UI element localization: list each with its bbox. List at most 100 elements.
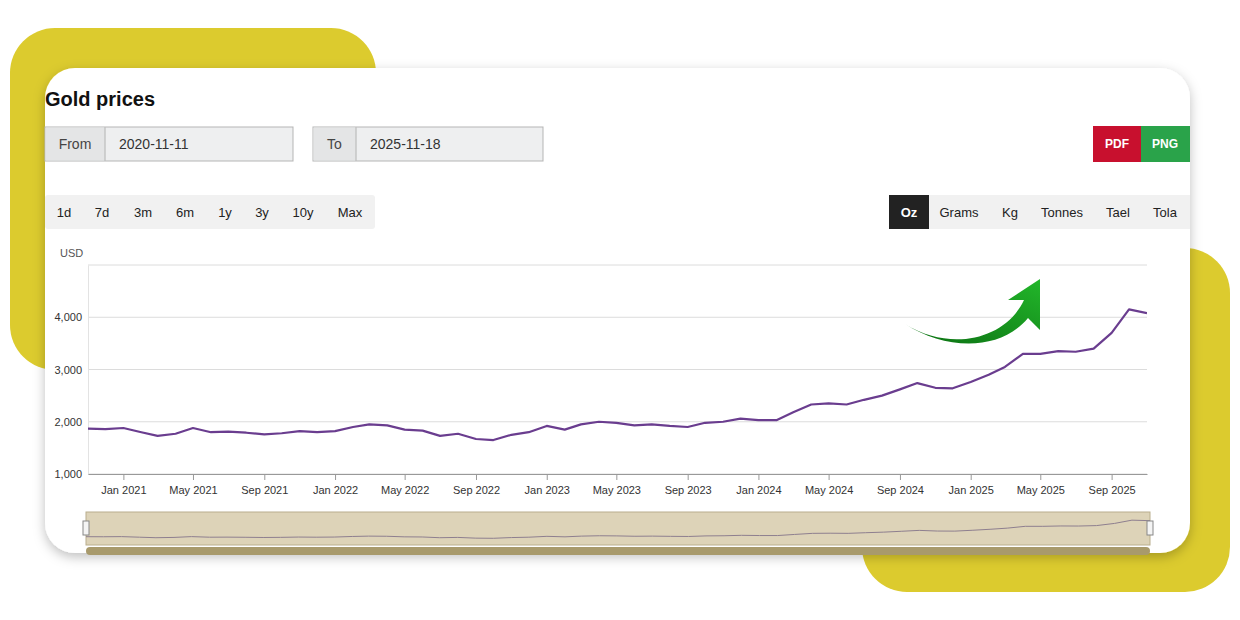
- export-label[interactable]: PNG: [1152, 137, 1178, 151]
- input-label-cell: [46, 128, 106, 161]
- tick-mark: [405, 474, 406, 480]
- tick-label: 3,000: [54, 364, 82, 376]
- card: [45, 68, 1190, 553]
- input-value[interactable]: 2025-11-18: [370, 136, 441, 152]
- tick: 4,000: [54, 311, 88, 323]
- tick: Sep 2023: [665, 474, 712, 496]
- unit-bar: [889, 195, 1190, 229]
- range-button[interactable]: 1d: [57, 205, 71, 220]
- tick-label: Sep 2025: [1089, 484, 1136, 496]
- tick: May 2022: [381, 474, 429, 496]
- tick-label: May 2025: [1017, 484, 1065, 496]
- tick-mark: [758, 474, 759, 480]
- tick-label: 4,000: [54, 311, 82, 323]
- unit-button[interactable]: Tola: [1153, 205, 1178, 220]
- tick-label: Jan 2022: [313, 484, 358, 496]
- x-axis: Jan 2021 May 2021 Sep 2021 Jan 2022 May 2022…: [89, 474, 1148, 496]
- date-input[interactable]: From 2020-11-11: [45, 127, 293, 161]
- tick-mark: [900, 474, 901, 480]
- tick: May 2025: [1017, 474, 1065, 496]
- trend-arrow: [905, 279, 1040, 344]
- tick: Jan 2025: [949, 474, 994, 496]
- range-button[interactable]: 3y: [255, 205, 269, 220]
- input-label: To: [327, 136, 342, 152]
- tick-label: Sep 2021: [241, 484, 288, 496]
- tick-label: Jan 2021: [101, 484, 146, 496]
- range-button[interactable]: 6m: [176, 205, 194, 220]
- tick: Jan 2022: [313, 474, 358, 496]
- tick: 1,000: [54, 468, 88, 480]
- tick: 2,000: [54, 416, 88, 428]
- tick-label: Sep 2023: [665, 484, 712, 496]
- tick-label: May 2024: [805, 484, 853, 496]
- navigator[interactable]: [86, 512, 1150, 545]
- range-bar: [45, 195, 375, 229]
- range-button[interactable]: 1y: [218, 205, 232, 220]
- range-button[interactable]: Max: [338, 205, 363, 220]
- input-box[interactable]: [45, 127, 293, 161]
- title: Gold prices: [45, 88, 155, 110]
- unit-button[interactable]: Tael: [1106, 205, 1130, 220]
- tick-mark: [1112, 474, 1113, 480]
- tick-mark: [547, 474, 548, 480]
- tick-mark: [829, 474, 830, 480]
- tick-label: May 2023: [593, 484, 641, 496]
- range-button[interactable]: 7d: [95, 205, 109, 220]
- unit-button[interactable]: Tonnes: [1041, 205, 1083, 220]
- tick-label: Jan 2024: [736, 484, 781, 496]
- plot-area: [88, 309, 1147, 440]
- tick-label: Sep 2024: [877, 484, 924, 496]
- plot-frame: [88, 265, 1147, 266]
- unit-button[interactable]: Kg: [1002, 205, 1018, 220]
- input-divider: [105, 127, 106, 161]
- navigator-scrollbar[interactable]: [86, 547, 1150, 555]
- y-axis: 1,000 2,000 3,000 4,000: [54, 266, 88, 481]
- unit-button[interactable]: Oz: [901, 205, 918, 220]
- tick: 3,000: [54, 364, 88, 376]
- price-line: [88, 309, 1147, 440]
- unit-selected[interactable]: [889, 195, 929, 229]
- unit-button[interactable]: Grams: [940, 205, 980, 220]
- tick: Sep 2024: [877, 474, 924, 496]
- navigator-handle[interactable]: [1147, 521, 1153, 535]
- export-button[interactable]: [1093, 126, 1141, 162]
- page: Gold prices From 2020-11-11 To 2025-11-18 PDF…: [0, 0, 1240, 620]
- tick-label: May 2021: [169, 484, 217, 496]
- tick-label: Jan 2023: [525, 484, 570, 496]
- tick-mark: [476, 474, 477, 480]
- tick-mark: [688, 474, 689, 480]
- input-value[interactable]: 2020-11-11: [119, 136, 189, 152]
- tick-label: 2,000: [54, 416, 82, 428]
- tick-label: Sep 2022: [453, 484, 500, 496]
- tick-mark: [971, 474, 972, 480]
- tick: May 2024: [805, 474, 853, 496]
- tick-label: Jan 2025: [949, 484, 994, 496]
- input-label: From: [59, 136, 92, 152]
- axis-line: [89, 474, 1148, 475]
- range-button[interactable]: 10y: [293, 205, 314, 220]
- grid-line: [88, 474, 1147, 475]
- tick-mark: [193, 474, 194, 480]
- input-divider: [356, 127, 357, 161]
- tick-label: May 2022: [381, 484, 429, 496]
- export-button[interactable]: [1141, 126, 1190, 162]
- tick-mark: [335, 474, 336, 480]
- input-label-cell: [314, 128, 357, 161]
- grid: [88, 265, 1147, 474]
- tick: Jan 2024: [736, 474, 781, 496]
- navigator-area: [86, 520, 1150, 538]
- tick-mark: [123, 474, 124, 480]
- input-box[interactable]: [313, 127, 543, 161]
- tick-mark: [264, 474, 265, 480]
- axis-title: USD: [60, 247, 83, 259]
- tick: Sep 2021: [241, 474, 288, 496]
- axis-line: [88, 266, 89, 475]
- date-input[interactable]: To 2025-11-18: [313, 127, 543, 161]
- range-button[interactable]: 3m: [134, 205, 152, 220]
- navigator-handle[interactable]: [83, 521, 89, 535]
- tick: Jan 2021: [101, 474, 146, 496]
- export-label[interactable]: PDF: [1105, 137, 1129, 151]
- tick: Sep 2025: [1089, 474, 1136, 496]
- tick: Sep 2022: [453, 474, 500, 496]
- tick-label: 1,000: [54, 468, 82, 480]
